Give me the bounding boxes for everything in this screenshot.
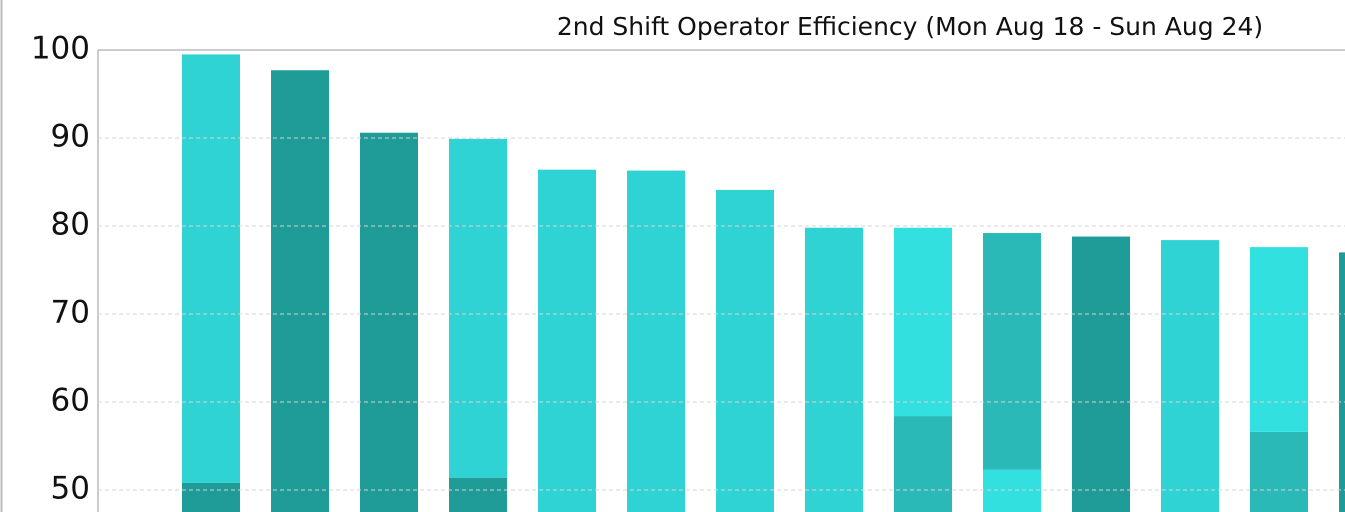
bar-segment: [449, 138, 507, 478]
y-tick-label: 50: [51, 471, 90, 507]
bar-segment: [1250, 247, 1308, 432]
bar-segment: [360, 132, 418, 512]
bar-segment: [1250, 431, 1308, 512]
y-tick-label: 80: [51, 207, 90, 243]
bar-segment: [1339, 252, 1345, 512]
y-tick-label: 60: [51, 383, 90, 419]
bar-segment: [271, 70, 329, 512]
bar-segment: [716, 189, 774, 512]
bar-segment: [538, 169, 596, 512]
bar-segment: [182, 54, 240, 483]
bar-segment: [1161, 240, 1219, 512]
bar-segment: [894, 416, 952, 512]
y-tick-label: 100: [31, 31, 90, 67]
bar-segment: [805, 227, 863, 512]
y-tick-label: 90: [51, 119, 90, 155]
bar-segment: [627, 170, 685, 512]
plot-area: [182, 54, 1345, 512]
bar-segment: [894, 227, 952, 417]
bar-segment: [983, 233, 1041, 470]
y-tick-label: 70: [51, 295, 90, 331]
bar-segment: [983, 469, 1041, 512]
chart-title: 2nd Shift Operator Efficiency (Mon Aug 1…: [557, 12, 1263, 41]
bar-segment: [182, 482, 240, 512]
bar-segment: [1072, 236, 1130, 512]
bar-segment: [449, 477, 507, 512]
